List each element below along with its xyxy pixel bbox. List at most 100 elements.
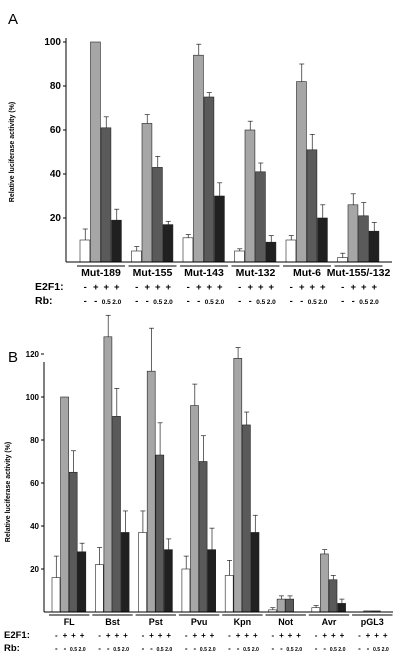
b-y-tick-label: 100 [26, 393, 40, 402]
a-condition-value: - [249, 296, 252, 307]
a-condition-value: - [290, 296, 293, 307]
a-condition-value: + [320, 282, 326, 293]
a-bar [296, 81, 307, 263]
b-condition-value: + [296, 631, 301, 640]
a-condition-value: - [84, 282, 87, 293]
b-condition-value: - [98, 631, 101, 640]
b-condition-value: 0.5 [373, 647, 380, 653]
a-bar [162, 224, 174, 263]
a-condition-value: - [94, 296, 97, 307]
a-bar [79, 239, 91, 263]
a-condition-value: + [361, 282, 367, 293]
b-condition-value: + [288, 631, 293, 640]
a-category-label: Mut-155/-132 [327, 267, 391, 279]
b-condition-value: 2.0 [165, 647, 172, 653]
b-condition-value: - [271, 644, 274, 653]
chart-b: Relative luciferase activity (%) 20 40 60 80… [4, 314, 393, 654]
a-condition-value: + [299, 282, 305, 293]
b-condition-value: + [158, 631, 163, 640]
b-condition-value: - [193, 644, 196, 653]
b-y-tick-label: 40 [30, 522, 39, 531]
b-bar [207, 549, 216, 613]
b-condition-value: 2.0 [78, 647, 85, 653]
a-y-tick-label: 40 [50, 169, 62, 180]
b-condition-value: - [64, 644, 67, 653]
a-condition-value: 0.5 [359, 299, 368, 306]
b-y-tick-label: 20 [30, 565, 39, 574]
b-bar [68, 471, 78, 613]
a-condition-value: - [197, 296, 200, 307]
b-bar [60, 396, 69, 613]
a-category-label: Mut-132 [236, 267, 276, 279]
a-condition-value: + [93, 282, 99, 293]
a-condition-value: 2.0 [164, 299, 173, 306]
a-y-tick-label: 20 [50, 213, 62, 224]
b-condition-value: + [114, 631, 119, 640]
a-condition-value: + [206, 282, 212, 293]
b-bar [164, 549, 173, 613]
b-bar [181, 568, 191, 613]
a-condition-value: - [352, 296, 355, 307]
b-condition-value: 0.5 [156, 647, 163, 653]
a-condition-value: + [103, 282, 109, 293]
a-condition-value: + [155, 282, 161, 293]
b-condition-value: - [280, 644, 283, 653]
b-condition-value: + [236, 631, 241, 640]
b-condition-value: + [383, 631, 388, 640]
a-condition-value: + [165, 282, 171, 293]
b-condition-value: - [358, 644, 361, 653]
b-category-label: Bst [105, 617, 120, 627]
a-condition-value: + [350, 282, 356, 293]
a-condition-value: - [341, 282, 344, 293]
b-category-label: pGL3 [361, 617, 384, 627]
a-category-label: Mut-6 [293, 267, 321, 279]
b-condition-value: + [244, 631, 249, 640]
b-bar [103, 336, 113, 613]
a-bar [131, 250, 142, 263]
b-condition-value: - [142, 631, 145, 640]
b-condition-value: - [185, 644, 188, 653]
b-bar [242, 424, 251, 613]
b-condition-value: + [80, 631, 85, 640]
a-condition-value: - [187, 296, 190, 307]
b-y-axis-label: Relative luciferase activity (%) [5, 442, 12, 542]
a-condition-value: - [187, 282, 190, 293]
b-condition-value: + [201, 631, 206, 640]
b-condition-value: + [374, 631, 379, 640]
a-condition-value: 2.0 [370, 299, 379, 306]
a-bar [337, 257, 348, 263]
b-condition-value: 2.0 [382, 647, 389, 653]
b-condition-value: - [185, 631, 188, 640]
b-condition-value: - [142, 644, 145, 653]
b-bar [276, 598, 286, 613]
a-condition-value: 2.0 [267, 299, 276, 306]
b-condition-value: 0.5 [330, 647, 337, 653]
b-condition-value: + [166, 631, 171, 640]
b-condition-value: - [315, 644, 318, 653]
b-condition-value: - [358, 631, 361, 640]
a-bar [100, 127, 112, 263]
a-condition-value: 2.0 [215, 299, 224, 306]
a-bar [203, 96, 215, 263]
a-bar [317, 217, 328, 263]
b-condition-value: + [331, 631, 336, 640]
a-bar [285, 239, 297, 263]
a-condition-value: + [268, 282, 274, 293]
a-bar [358, 215, 369, 263]
a-condition-value: - [84, 296, 87, 307]
b-bar [146, 370, 156, 613]
a-bar [265, 241, 277, 263]
b-condition-value: + [123, 631, 128, 640]
b-condition-value: - [228, 644, 231, 653]
a-bar [90, 41, 101, 263]
chart-a: Relative luciferase activity (%) 20 40 60 80… [9, 37, 392, 307]
a-bar [111, 219, 122, 263]
a-condition-value: - [146, 296, 149, 307]
a-bar [347, 204, 359, 263]
a-condition-value: 0.5 [102, 299, 111, 306]
b-bar [112, 416, 121, 613]
a-condition-value: - [341, 296, 344, 307]
panel-b-label: B [8, 349, 18, 366]
b-condition-value: + [192, 631, 197, 640]
b-condition-value: 0.5 [200, 647, 207, 653]
